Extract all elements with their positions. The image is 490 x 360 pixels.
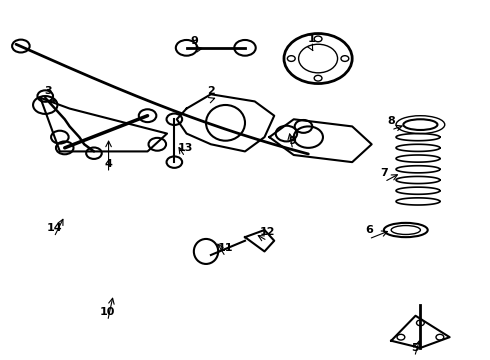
Text: 9: 9 [289, 136, 296, 146]
Text: 6: 6 [365, 225, 373, 235]
Text: 8: 8 [387, 116, 395, 126]
Text: 5: 5 [411, 343, 418, 353]
Text: 13: 13 [177, 143, 193, 153]
Text: 12: 12 [260, 227, 275, 237]
Text: 1: 1 [307, 34, 315, 44]
Text: 7: 7 [380, 168, 388, 178]
Text: 3: 3 [44, 86, 51, 96]
Text: 11: 11 [218, 243, 233, 253]
Text: 2: 2 [207, 86, 215, 96]
Text: 14: 14 [46, 223, 62, 233]
Text: 4: 4 [105, 159, 113, 169]
Text: 9: 9 [190, 36, 198, 46]
Text: 10: 10 [100, 307, 115, 317]
